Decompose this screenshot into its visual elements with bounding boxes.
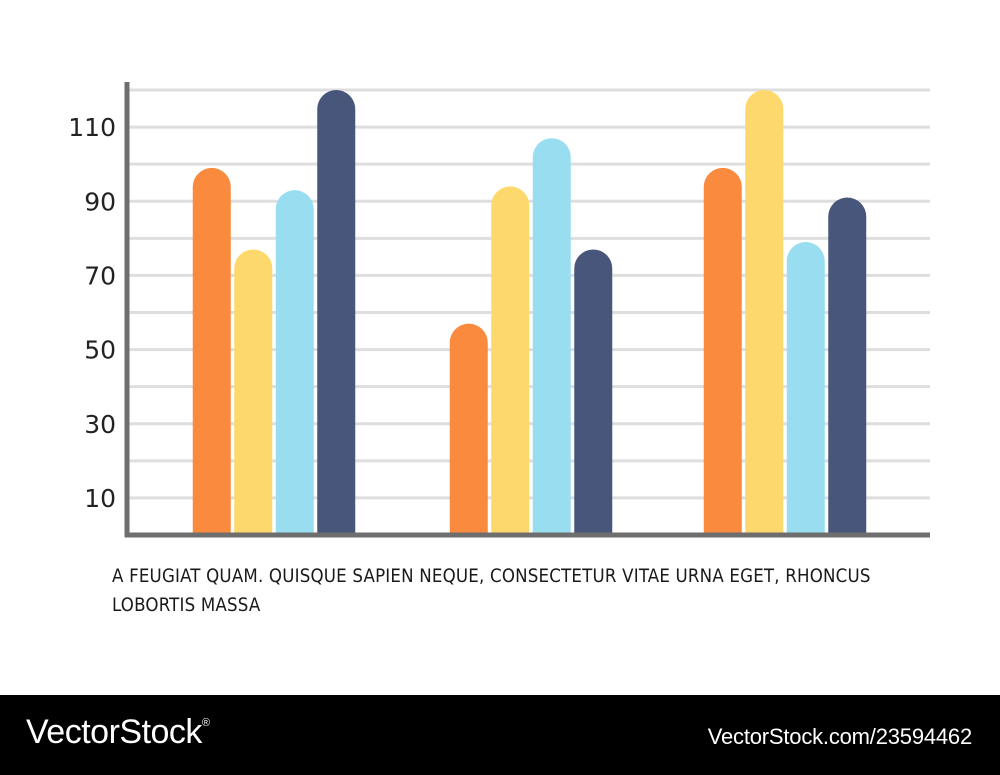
bar-g1-s3: [275, 190, 314, 536]
bar-g2-s2: [491, 186, 530, 535]
axes: [124, 82, 930, 538]
y-axis-ticks: 10 30 50 70 90 110: [68, 113, 116, 513]
y-tick-label-50: 50: [84, 336, 116, 365]
y-tick-label-90: 90: [84, 187, 116, 216]
bar-g2-s4: [574, 249, 613, 535]
bar-g1-s4: [317, 90, 356, 535]
bar-g1-s1: [192, 167, 231, 535]
watermark-footer: VectorStock® VectorStock.com/23594462: [0, 695, 1000, 775]
bar-g3-s4: [828, 197, 867, 535]
bars: [192, 90, 867, 536]
y-tick-label-70: 70: [84, 261, 116, 290]
bar-g1-s2: [234, 249, 273, 535]
y-tick-label-110: 110: [68, 113, 116, 142]
y-tick-label-10: 10: [84, 484, 116, 513]
y-tick-label-30: 30: [84, 410, 116, 439]
bar-g3-s3: [786, 242, 825, 535]
brand-logo: VectorStock®: [26, 713, 210, 752]
brand-mark: ®: [201, 717, 210, 729]
brand-name: VectorStock: [26, 713, 202, 751]
chart-caption: A FEUGIAT QUAM. QUISQUE SAPIEN NEQUE, CO…: [112, 566, 871, 616]
bar-g2-s1: [449, 323, 488, 535]
bar-g3-s1: [703, 167, 742, 535]
image-id: VectorStock.com/23594462: [707, 724, 972, 749]
bar-g3-s2: [745, 90, 784, 535]
bar-chart: 10 30 50 70 90 110: [68, 82, 930, 538]
bar-g2-s3: [532, 138, 571, 536]
